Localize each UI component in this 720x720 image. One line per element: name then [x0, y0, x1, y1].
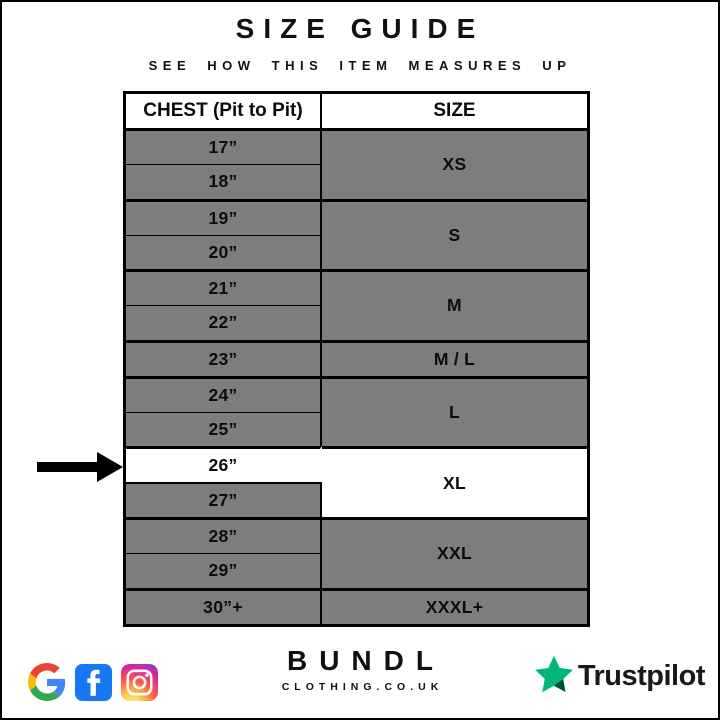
table-row-highlighted: 26” XL	[126, 446, 587, 517]
facebook-icon[interactable]	[75, 663, 112, 701]
trustpilot-logo[interactable]: Trustpilot	[533, 653, 706, 700]
table-row: 18”	[126, 164, 587, 199]
table-row: 23” M / L	[126, 339, 587, 376]
chest-cell: 19”	[126, 198, 322, 235]
trustpilot-star-icon	[533, 653, 575, 700]
size-cell-xl: XL	[322, 446, 587, 517]
column-header-chest: CHEST (Pit to Pit)	[126, 94, 322, 128]
table-row: 19” S	[126, 198, 587, 269]
trustpilot-label: Trustpilot	[577, 660, 706, 692]
chest-cell: 29”	[126, 553, 322, 588]
chest-cell: 30”+	[126, 587, 322, 624]
chest-cell: 28”	[126, 517, 322, 553]
page-title: SIZE GUIDE	[235, 13, 485, 44]
table-row: 25”	[126, 411, 587, 446]
chest-cell: 22”	[126, 305, 322, 340]
chest-cell: 24”	[126, 375, 322, 412]
arrow-shaft	[37, 462, 99, 472]
size-cell-xxl: XXL	[322, 517, 587, 588]
arrow-head	[97, 452, 123, 482]
table-row: 17” XS	[126, 128, 587, 199]
table-row: 24” L	[126, 375, 587, 446]
size-cell-l: L	[322, 375, 587, 446]
table-row: 27”	[126, 482, 587, 517]
size-cell-m-l: M / L	[322, 339, 587, 376]
brand-domain: CLOTHING.CO.UK	[281, 681, 444, 693]
size-cell-xs: XS	[322, 128, 587, 199]
instagram-icon[interactable]	[121, 663, 158, 701]
size-table-container: CHEST (Pit to Pit) SIZE 17” XS 18” 19” S…	[123, 91, 590, 627]
chest-cell: 21”	[126, 269, 322, 305]
column-header-size: SIZE	[322, 94, 587, 128]
table-row: 30”+ XXXL+	[126, 587, 587, 624]
google-icon[interactable]	[28, 663, 66, 701]
size-table: CHEST (Pit to Pit) SIZE 17” XS 18” 19” S…	[126, 94, 587, 624]
table-row: 21” M	[126, 269, 587, 340]
brand-logo: BUNDL CLOTHING.CO.UK	[282, 645, 439, 693]
chest-cell: 23”	[126, 339, 322, 376]
table-header-row: CHEST (Pit to Pit) SIZE	[126, 94, 587, 128]
chest-cell: 20”	[126, 234, 322, 269]
brand-name: BUNDL	[286, 645, 445, 676]
chest-cell: 25”	[126, 411, 322, 446]
size-cell-m: M	[322, 269, 587, 340]
highlight-arrow-icon	[37, 452, 123, 482]
size-cell-s: S	[322, 198, 587, 269]
table-row: 22”	[126, 305, 587, 340]
size-cell-xxxl: XXXL+	[322, 587, 587, 624]
chest-cell: 18”	[126, 164, 322, 199]
chest-cell: 17”	[126, 128, 322, 164]
social-icons	[28, 663, 158, 701]
chest-cell: 27”	[126, 482, 322, 517]
table-row: 28” XXL	[126, 517, 587, 588]
chest-cell-highlighted: 26”	[126, 446, 322, 482]
footer: BUNDL CLOTHING.CO.UK Trustpilot	[2, 643, 718, 718]
page-subtitle: SEE HOW THIS ITEM MEASURES UP	[148, 58, 572, 73]
table-row: 20”	[126, 234, 587, 269]
table-row: 29”	[126, 553, 587, 588]
